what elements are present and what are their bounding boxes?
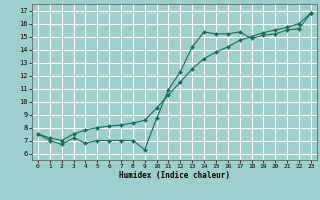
X-axis label: Humidex (Indice chaleur): Humidex (Indice chaleur)	[119, 171, 230, 180]
